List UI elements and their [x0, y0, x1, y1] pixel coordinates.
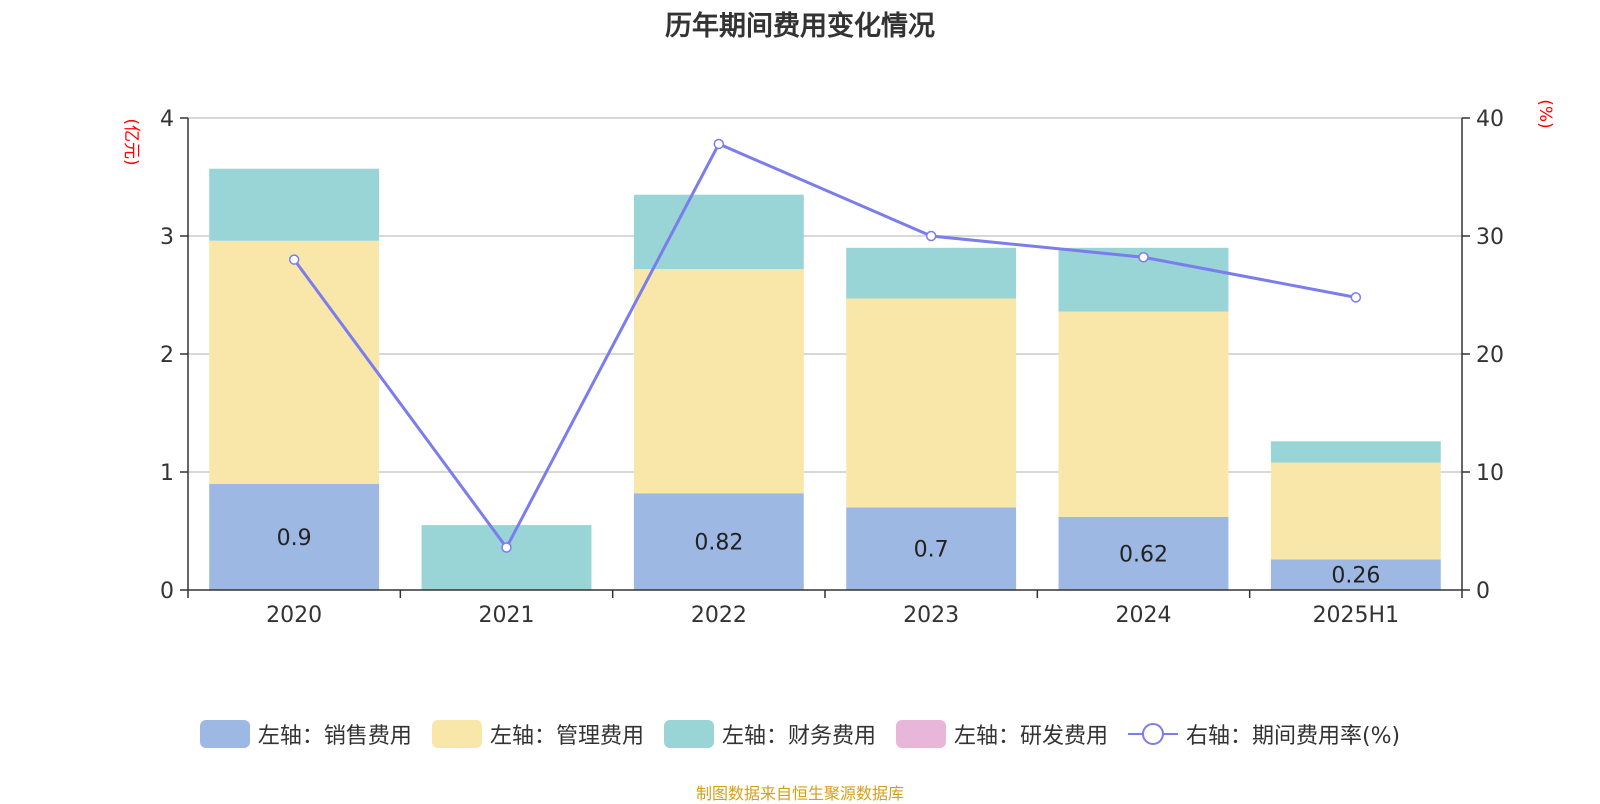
rate-point	[288, 254, 300, 265]
left-axis-unit-label: (亿元)	[121, 118, 141, 165]
bar-segment	[209, 168, 380, 241]
bar-data-label: 0.9	[277, 526, 312, 551]
bar-segment	[633, 194, 804, 270]
data-source: 制图数据来自恒生聚源数据库	[695, 784, 904, 803]
legend-label-admin: 左轴：管理费用	[489, 724, 644, 749]
bar-segment	[846, 298, 1017, 508]
bar-segment	[1270, 559, 1441, 590]
legend-item-admin[interactable]: 左轴：管理费用	[431, 718, 644, 750]
right-axis-tick-label: 0	[1476, 579, 1490, 604]
bar-segment	[421, 525, 592, 590]
bar-segment	[633, 493, 804, 590]
bar-data-label: 0.26	[1331, 564, 1380, 589]
rate-point	[925, 230, 937, 242]
right-axis-tick-label: 10	[1476, 461, 1504, 486]
rate-line	[292, 142, 1357, 551]
left-axis-tick-label: 3	[160, 225, 174, 250]
bar-segment	[209, 483, 380, 590]
rate-point	[1350, 292, 1362, 303]
left-axis-tick-label: 0	[160, 579, 174, 604]
bar-segment	[1058, 516, 1229, 590]
x-axis-tick-label: 2024	[1116, 603, 1172, 628]
legend-item-rate[interactable]: 右轴：期间费用率(%)	[1127, 718, 1401, 750]
x-axis-tick-label: 2025H1	[1313, 603, 1400, 628]
x-axis-tick-label: 2021	[479, 603, 535, 628]
left-axis-tick-label: 1	[160, 461, 174, 486]
rate-point	[1138, 251, 1149, 263]
rate-point	[501, 542, 512, 553]
legend-swatch-rate	[1127, 723, 1178, 745]
right-axis-tick-label: 30	[1476, 225, 1504, 250]
bar-segment	[846, 247, 1017, 299]
bar-segment	[1270, 462, 1441, 560]
left-axis-tick-label: 4	[160, 107, 174, 132]
bar-data-label: 0.62	[1119, 542, 1168, 567]
rate-point	[713, 138, 725, 150]
chart-title: 历年期间费用变化情况	[665, 11, 935, 42]
legend-label-finance: 左轴：财务费用	[721, 724, 876, 749]
x-axis-tick-label: 2022	[691, 603, 747, 628]
bar-segment	[633, 269, 804, 494]
bar-segment	[846, 507, 1017, 590]
legend: 左轴：销售费用 左轴：管理费用 左轴：财务费用 左轴：研发费用 右轴：期间费用率…	[0, 718, 1600, 750]
bar-segment	[1270, 441, 1441, 463]
x-axis-tick-label: 2023	[903, 603, 959, 628]
legend-item-sales[interactable]: 左轴：销售费用	[199, 718, 412, 750]
bar-data-label: 0.7	[914, 538, 949, 563]
bar-data-label: 0.82	[694, 531, 743, 556]
legend-label-sales: 左轴：销售费用	[257, 724, 412, 749]
legend-label-rate: 右轴：期间费用率(%)	[1185, 724, 1401, 749]
right-axis-tick-label: 40	[1476, 107, 1504, 132]
legend-label-rd: 左轴：研发费用	[953, 724, 1108, 749]
bar-segment	[209, 240, 380, 484]
legend-swatch-admin	[431, 720, 482, 748]
legend-item-finance[interactable]: 左轴：财务费用	[663, 718, 876, 750]
legend-item-rd[interactable]: 左轴：研发费用	[895, 718, 1108, 750]
bar-segment	[1058, 311, 1229, 517]
legend-swatch-sales	[199, 720, 250, 748]
right-axis-tick-label: 20	[1476, 343, 1504, 368]
x-axis-tick-label: 2020	[266, 603, 322, 628]
legend-swatch-finance	[663, 720, 714, 748]
right-axis-unit-label: (%)	[1535, 99, 1555, 128]
legend-swatch-rd	[895, 720, 946, 748]
left-axis-tick-label: 2	[160, 343, 174, 368]
